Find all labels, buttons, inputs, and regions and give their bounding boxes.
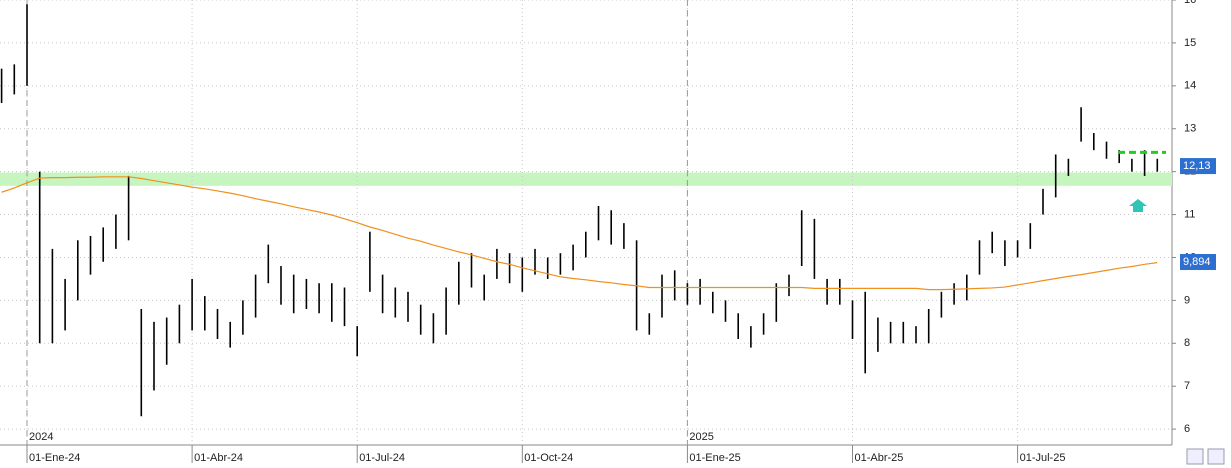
toolbar-button[interactable] <box>1207 448 1225 465</box>
price-label: 9,894 <box>1183 256 1211 268</box>
year-label: 2025 <box>689 431 713 443</box>
y-tick-label: 13 <box>1184 123 1196 135</box>
y-tick-label: 16 <box>1184 0 1196 6</box>
y-tick-label: 6 <box>1184 423 1190 435</box>
arrow-icon <box>1129 199 1147 212</box>
x-tick-label: 01-Abr-25 <box>855 452 904 464</box>
x-tick-label: 01-Ene-25 <box>689 452 740 464</box>
year-label: 2024 <box>29 431 53 443</box>
x-tick-label: 01-Ene-24 <box>29 452 80 464</box>
x-tick-label: 01-Abr-24 <box>194 452 243 464</box>
x-tick-label: 01-Oct-24 <box>524 452 573 464</box>
toolbar-button[interactable] <box>1186 448 1204 465</box>
price-label-box <box>1180 254 1216 271</box>
x-tick-label: 01-Jul-25 <box>1020 452 1066 464</box>
y-tick-label: 7 <box>1184 380 1190 392</box>
x-tick-label: 01-Jul-24 <box>359 452 405 464</box>
y-tick-label: 8 <box>1184 337 1190 349</box>
y-tick-label: 9 <box>1184 294 1190 306</box>
support-zone <box>0 172 1172 186</box>
y-tick-label: 11 <box>1184 208 1195 220</box>
y-tick-label: 15 <box>1184 37 1196 49</box>
y-tick-label: 14 <box>1184 80 1196 92</box>
moving-average <box>1 176 1158 291</box>
price-label-box <box>1180 158 1216 175</box>
price-label: 12,13 <box>1183 160 1211 172</box>
